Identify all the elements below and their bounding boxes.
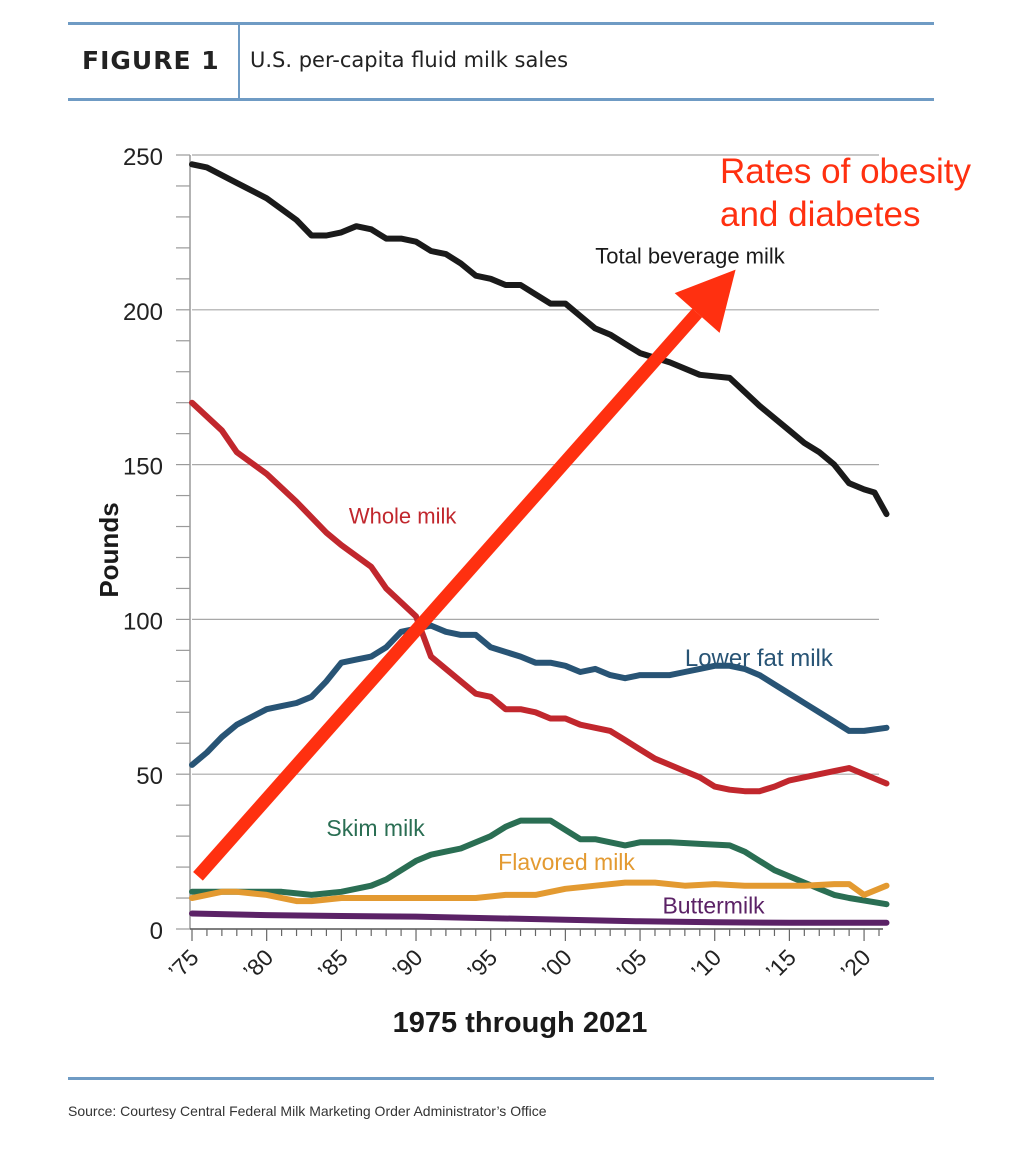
header-divider [238, 25, 240, 98]
series-line-whole [189, 399, 890, 795]
series-line-flavored [189, 879, 890, 905]
source-note: Source: Courtesy Central Federal Milk Ma… [68, 1103, 547, 1119]
y-tick-label: 150 [123, 454, 163, 481]
series-line-buttermilk [189, 910, 890, 926]
series-lines [189, 161, 890, 926]
x-tick-labels: ’75 ’80 ’85 ’90 ’95 ’00 ’05 ’10 ’15 ’20 [163, 944, 875, 984]
y-axis-title: Pounds [94, 502, 124, 597]
x-tick-label: ’05 [611, 944, 651, 984]
arrow-head [674, 269, 736, 333]
series-line-total [189, 161, 890, 518]
y-tick-label: 100 [123, 608, 163, 635]
x-axis-title: 1975 through 2021 [393, 1007, 648, 1039]
x-tick-label: ’90 [387, 944, 427, 984]
series-label-lower_fat: Lower fat milk [685, 645, 834, 672]
annotation-text-line: and diabetes [720, 195, 920, 234]
x-tick-label: ’85 [313, 944, 353, 984]
y-tick-label: 200 [123, 299, 163, 326]
arrow-shaft [193, 308, 703, 881]
x-tick-label: ’10 [686, 944, 726, 984]
y-axis [176, 154, 883, 941]
series-label-total: Total beverage milk [595, 243, 786, 268]
header-rule [68, 98, 934, 101]
grid-lines [192, 154, 879, 775]
x-tick-label: ’95 [462, 944, 502, 984]
series-labels: Total beverage milk Whole milk Lower fat m… [326, 243, 833, 918]
x-tick-label: ’15 [761, 944, 801, 984]
annotation-text-line: Rates of obesity [720, 152, 971, 191]
y-tick-label: 250 [123, 144, 163, 171]
x-tick-label: ’80 [238, 944, 278, 984]
series-line-skim [189, 817, 890, 908]
series-label-flavored: Flavored milk [498, 849, 635, 875]
series-line-lower_fat [189, 622, 890, 768]
figure-label: FIGURE 1 [82, 46, 220, 75]
bottom-rule [68, 1077, 934, 1080]
series-label-whole: Whole milk [349, 503, 458, 528]
y-tick-label: 0 [150, 918, 163, 945]
figure-title: U.S. per-capita fluid milk sales [250, 48, 569, 72]
y-tick-label: 50 [136, 763, 163, 790]
y-tick-labels: 0 50 100 150 200 250 [123, 144, 163, 945]
x-tick-label: ’75 [163, 944, 203, 984]
series-label-buttermilk: Buttermilk [662, 893, 765, 919]
top-rule [68, 22, 934, 25]
obesity-diabetes-annotation: Rates of obesity and diabetes [193, 152, 971, 881]
x-tick-label: ’00 [537, 944, 577, 984]
x-tick-label: ’20 [836, 944, 876, 984]
series-label-skim: Skim milk [326, 815, 425, 841]
